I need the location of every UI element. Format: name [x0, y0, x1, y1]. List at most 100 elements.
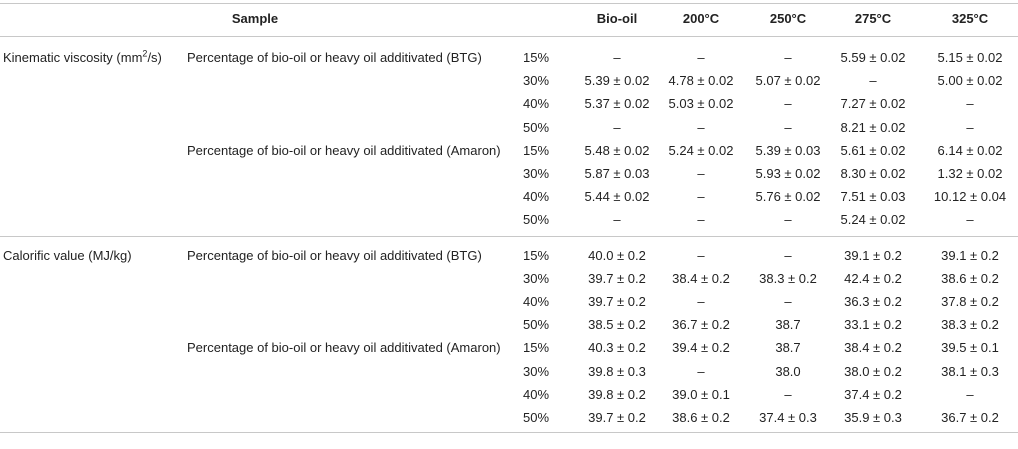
percentage-cell: 40%: [523, 189, 550, 205]
header-col-2: 200°C: [682, 11, 720, 26]
value-cell: 6.14 ± 0.02: [937, 142, 1003, 158]
value-cell: 5.76 ± 0.02: [755, 189, 821, 205]
value-cell: 5.39 ± 0.03: [755, 142, 821, 158]
value-cell: 8.30 ± 0.02: [840, 166, 906, 181]
value-cell: –: [697, 119, 705, 135]
percentage-cell: 30%: [523, 270, 550, 286]
value-cell: –: [697, 363, 705, 379]
value-cell: 10.12 ± 0.04: [933, 189, 1007, 205]
subgroup-label: Percentage of bio-oil or heavy oil addit…: [187, 247, 482, 263]
value-cell: 39.1 ± 0.2: [844, 247, 902, 263]
subgroup-label: Percentage of bio-oil or heavy oil addit…: [187, 340, 501, 356]
value-cell: 38.5 ± 0.2: [588, 317, 646, 333]
percentage-cell: 15%: [523, 50, 550, 65]
value-cell: 5.15 ± 0.02: [937, 50, 1003, 65]
percentage-cell: 30%: [523, 73, 550, 89]
value-cell: 38.3 ± 0.2: [759, 270, 817, 286]
value-cell: 38.6 ± 0.2: [672, 410, 730, 425]
value-cell: 37.4 ± 0.2: [844, 386, 902, 402]
table-bottom-rule: [0, 432, 1018, 433]
property-superscript: 2: [142, 48, 148, 59]
percentage-cell: 50%: [523, 317, 550, 333]
percentage-cell: 30%: [523, 166, 550, 181]
value-cell: 7.27 ± 0.02: [840, 96, 906, 112]
value-cell: 38.0: [775, 363, 801, 379]
value-cell: –: [613, 212, 621, 228]
value-cell: 5.87 ± 0.03: [584, 166, 650, 181]
percentage-cell: 30%: [523, 363, 550, 379]
value-cell: 7.51 ± 0.03: [840, 189, 906, 205]
value-cell: 35.9 ± 0.3: [844, 410, 902, 425]
value-cell: –: [697, 212, 705, 228]
header-sample: Sample: [231, 11, 279, 26]
value-cell: –: [966, 386, 974, 402]
subgroup-label: Percentage of bio-oil or heavy oil addit…: [187, 142, 501, 158]
value-cell: 38.4 ± 0.2: [844, 340, 902, 356]
percentage-cell: 50%: [523, 119, 550, 135]
value-cell: –: [697, 247, 705, 263]
value-cell: 38.4 ± 0.2: [672, 270, 730, 286]
percentage-cell: 40%: [523, 96, 550, 112]
header-col-3: 250°C: [769, 11, 807, 26]
value-cell: 5.37 ± 0.02: [584, 96, 650, 112]
value-cell: 42.4 ± 0.2: [844, 270, 902, 286]
value-cell: –: [697, 166, 705, 181]
value-cell: 39.1 ± 0.2: [941, 247, 999, 263]
value-cell: 39.4 ± 0.2: [672, 340, 730, 356]
value-cell: –: [613, 119, 621, 135]
value-cell: –: [784, 247, 792, 263]
value-cell: 39.7 ± 0.2: [588, 294, 646, 309]
value-cell: 39.8 ± 0.3: [588, 363, 646, 379]
value-cell: –: [784, 96, 792, 112]
percentage-cell: 15%: [523, 340, 550, 356]
value-cell: –: [697, 50, 705, 65]
property-suffix: /s): [147, 50, 162, 65]
value-cell: 5.44 ± 0.02: [584, 189, 650, 205]
value-cell: 5.48 ± 0.02: [584, 142, 650, 158]
value-cell: 5.00 ± 0.02: [937, 73, 1003, 89]
property-text: Calorific value (MJ/kg): [3, 247, 132, 263]
value-cell: 38.7: [775, 340, 801, 356]
value-cell: 33.1 ± 0.2: [844, 317, 902, 333]
value-cell: 37.4 ± 0.3: [759, 410, 817, 425]
value-cell: –: [784, 294, 792, 309]
value-cell: 5.61 ± 0.02: [840, 142, 906, 158]
value-cell: 38.6 ± 0.2: [941, 270, 999, 286]
value-cell: –: [966, 119, 974, 135]
value-cell: 39.7 ± 0.2: [588, 270, 646, 286]
value-cell: 5.24 ± 0.02: [840, 212, 906, 228]
header-col-1: Bio-oil: [596, 11, 638, 26]
subgroup-label: Percentage of bio-oil or heavy oil addit…: [187, 50, 482, 65]
value-cell: 1.32 ± 0.02: [937, 166, 1003, 181]
value-cell: 5.03 ± 0.02: [668, 96, 734, 112]
value-cell: 36.7 ± 0.2: [941, 410, 999, 425]
header-col-5: 325°C: [951, 11, 989, 26]
value-cell: 5.39 ± 0.02: [584, 73, 650, 89]
value-cell: –: [697, 189, 705, 205]
value-cell: –: [697, 294, 705, 309]
value-cell: 39.7 ± 0.2: [588, 410, 646, 425]
percentage-cell: 50%: [523, 212, 550, 228]
value-cell: –: [784, 50, 792, 65]
value-cell: 38.7: [775, 317, 801, 333]
percentage-cell: 15%: [523, 247, 550, 263]
percentage-cell: 40%: [523, 386, 550, 402]
value-cell: –: [784, 119, 792, 135]
value-cell: 39.5 ± 0.1: [941, 340, 999, 356]
value-cell: 5.59 ± 0.02: [840, 50, 906, 65]
value-cell: 40.3 ± 0.2: [588, 340, 646, 356]
value-cell: 36.3 ± 0.2: [844, 294, 902, 309]
value-cell: –: [966, 96, 974, 112]
value-cell: –: [784, 386, 792, 402]
value-cell: –: [869, 73, 877, 89]
value-cell: 40.0 ± 0.2: [588, 247, 646, 263]
property-text: Kinematic viscosity (mm: [3, 50, 143, 65]
value-cell: 4.78 ± 0.02: [668, 73, 734, 89]
property-label: Kinematic viscosity (mm2/s): [3, 47, 183, 69]
value-cell: 38.0 ± 0.2: [844, 363, 902, 379]
value-cell: 5.07 ± 0.02: [755, 73, 821, 89]
group-separator-rule: [0, 236, 1018, 237]
header-rule: [0, 36, 1018, 37]
percentage-cell: 50%: [523, 410, 550, 425]
